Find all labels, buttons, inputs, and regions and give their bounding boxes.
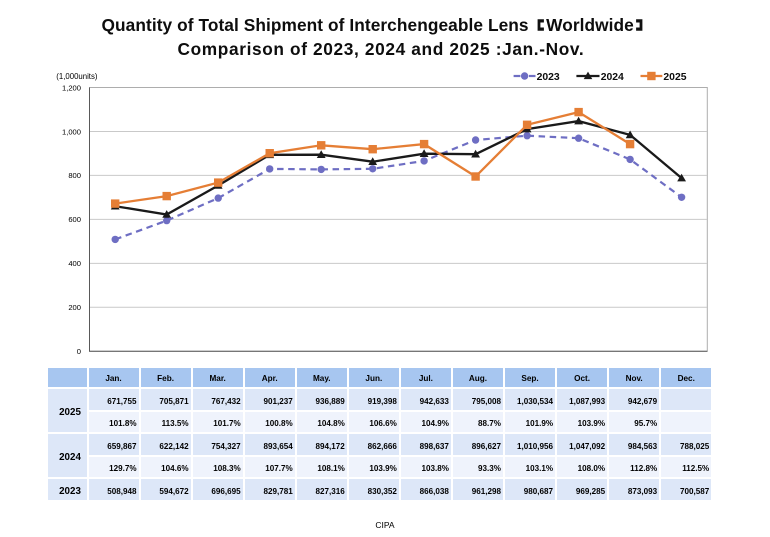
svg-text:2023: 2023 bbox=[537, 72, 560, 83]
svg-text:600: 600 bbox=[68, 215, 81, 224]
svg-text:0: 0 bbox=[77, 347, 81, 356]
svg-text:1,200: 1,200 bbox=[62, 83, 81, 92]
svg-text:800: 800 bbox=[68, 171, 81, 180]
svg-text:2024: 2024 bbox=[601, 72, 624, 83]
svg-text:2025: 2025 bbox=[663, 72, 686, 83]
svg-text:1,000: 1,000 bbox=[62, 127, 81, 136]
svg-text:(1,000units): (1,000units) bbox=[56, 72, 98, 81]
svg-text:200: 200 bbox=[68, 303, 81, 312]
svg-text:400: 400 bbox=[68, 259, 81, 268]
